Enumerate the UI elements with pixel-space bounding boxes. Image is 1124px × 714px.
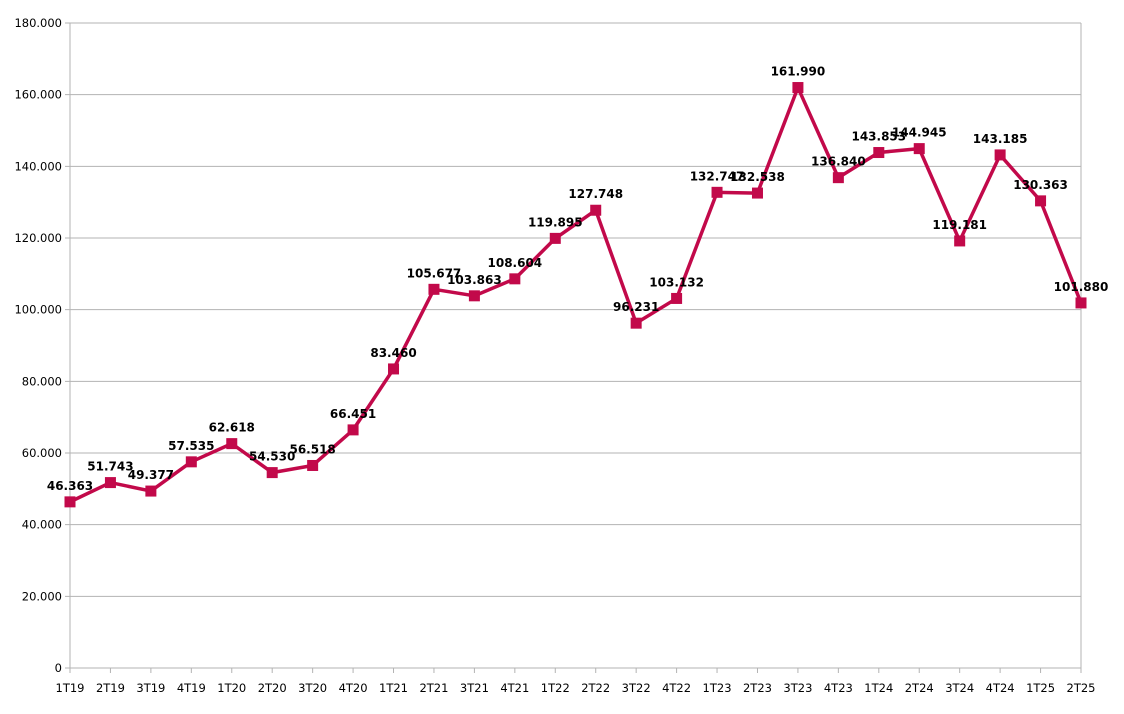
x-tick-label: 4T19: [177, 681, 206, 695]
data-point-marker: [266, 467, 278, 479]
data-label: 143.853: [851, 130, 906, 144]
data-label: 66.451: [330, 407, 376, 421]
y-tick-label: 20.000: [22, 589, 62, 603]
data-label: 103.863: [447, 273, 502, 287]
data-label: 161.990: [771, 65, 826, 79]
x-tick-label: 3T24: [945, 681, 974, 695]
data-label: 144.945: [892, 126, 947, 140]
data-point-marker: [954, 235, 966, 247]
data-label: 105.677: [407, 266, 462, 280]
x-tick-label: 4T22: [662, 681, 691, 695]
data-label: 51.743: [87, 460, 133, 474]
x-tick-label: 2T20: [258, 681, 287, 695]
data-point-marker: [711, 186, 723, 198]
data-point-marker: [590, 204, 602, 216]
data-label: 132.538: [730, 170, 785, 184]
x-tick-label: 1T20: [217, 681, 246, 695]
data-point-marker: [226, 438, 238, 450]
data-point-marker: [549, 232, 561, 244]
data-point-marker: [509, 273, 521, 285]
x-tick-label: 1T23: [703, 681, 732, 695]
data-point-marker: [307, 459, 319, 471]
x-tick-label: 3T23: [783, 681, 812, 695]
data-label: 127.748: [568, 187, 623, 201]
x-tick-label: 2T22: [581, 681, 610, 695]
x-tick-label: 1T22: [541, 681, 570, 695]
x-tick-label: 4T20: [339, 681, 368, 695]
data-label: 62.618: [209, 421, 255, 435]
x-tick-label: 1T24: [864, 681, 893, 695]
y-tick-label: 120.000: [14, 231, 62, 245]
x-tick-label: 2T24: [905, 681, 934, 695]
data-point-marker: [104, 477, 116, 489]
x-tick-label: 3T22: [622, 681, 651, 695]
data-label: 54.530: [249, 450, 295, 464]
y-tick-label: 80.000: [22, 374, 62, 388]
data-point-marker: [751, 187, 763, 199]
data-point-marker: [792, 82, 804, 94]
data-point-marker: [468, 290, 480, 302]
data-label: 143.185: [973, 132, 1028, 146]
data-point-marker: [913, 143, 925, 155]
y-tick-label: 0: [55, 661, 62, 675]
x-tick-label: 1T19: [56, 681, 85, 695]
data-point-marker: [671, 292, 683, 304]
data-point-marker: [145, 485, 157, 497]
data-label: 132.747: [690, 169, 745, 183]
x-tick-label: 2T25: [1067, 681, 1096, 695]
x-tick-label: 2T23: [743, 681, 772, 695]
data-point-marker: [873, 147, 885, 159]
data-point-marker: [1035, 195, 1047, 207]
data-label: 49.377: [128, 468, 174, 482]
data-label: 119.895: [528, 215, 583, 229]
data-point-marker: [347, 424, 359, 436]
data-label: 108.604: [488, 256, 543, 270]
y-tick-label: 180.000: [14, 16, 62, 30]
x-tick-label: 3T19: [136, 681, 165, 695]
x-tick-label: 2T21: [419, 681, 448, 695]
data-label: 56.518: [289, 442, 335, 456]
x-tick-label: 4T24: [986, 681, 1015, 695]
x-tick-label: 3T21: [460, 681, 489, 695]
x-tick-label: 1T21: [379, 681, 408, 695]
data-label: 119.181: [932, 218, 987, 232]
y-tick-label: 100.000: [14, 303, 62, 317]
y-tick-label: 40.000: [22, 518, 62, 532]
data-point-marker: [994, 149, 1006, 161]
x-tick-label: 2T19: [96, 681, 125, 695]
data-label: 57.535: [168, 439, 214, 453]
data-label: 46.363: [47, 479, 93, 493]
data-label: 83.460: [370, 346, 416, 360]
data-point-marker: [630, 317, 642, 329]
data-label: 103.132: [649, 275, 704, 289]
x-tick-label: 3T20: [298, 681, 327, 695]
data-label: 136.840: [811, 155, 866, 169]
data-point-marker: [64, 496, 76, 508]
data-label: 101.880: [1054, 280, 1109, 294]
x-tick-label: 4T21: [500, 681, 529, 695]
y-tick-label: 140.000: [14, 159, 62, 173]
data-point-marker: [185, 456, 197, 468]
data-label: 130.363: [1013, 178, 1068, 192]
data-point-marker: [1075, 297, 1087, 309]
y-tick-label: 60.000: [22, 446, 62, 460]
x-tick-label: 1T25: [1026, 681, 1055, 695]
data-point-marker: [388, 363, 400, 375]
data-point-marker: [832, 172, 844, 184]
y-tick-label: 160.000: [14, 88, 62, 102]
data-label: 96.231: [613, 300, 659, 314]
data-point-marker: [428, 283, 440, 295]
x-tick-label: 4T23: [824, 681, 853, 695]
series-line: [69, 85, 1083, 504]
